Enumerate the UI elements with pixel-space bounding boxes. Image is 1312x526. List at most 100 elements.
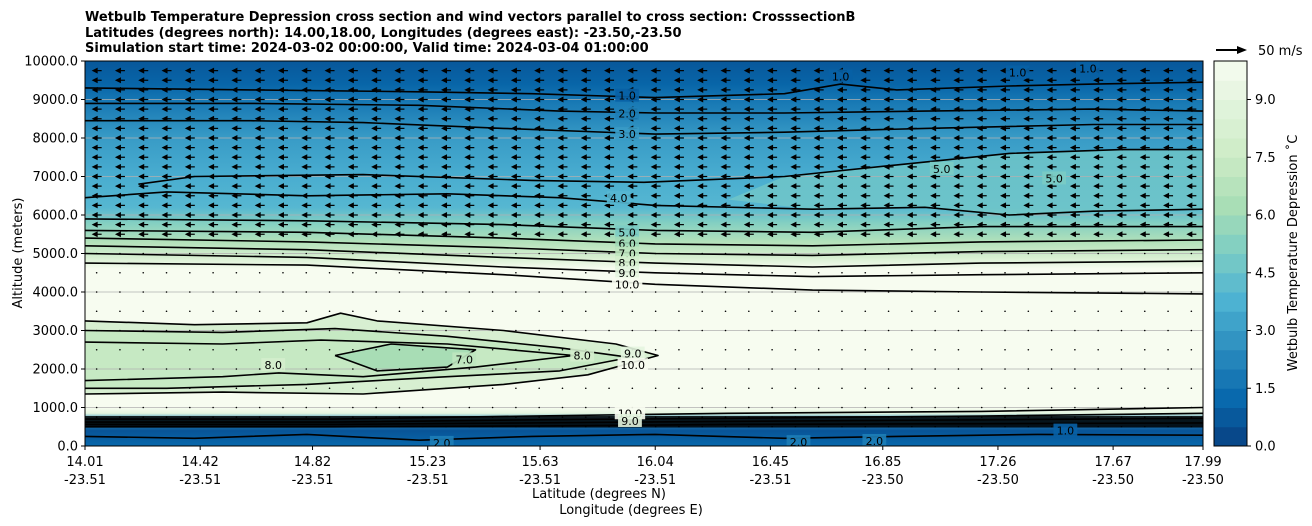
wind-arrow-calm	[864, 406, 867, 409]
wind-arrow-head	[371, 202, 378, 209]
wind-arrow-head	[91, 154, 98, 161]
wind-arrow-head	[254, 86, 261, 93]
wind-arrow-calm	[538, 348, 540, 351]
contour-label-bg	[261, 358, 286, 372]
wind-arrow-head	[883, 96, 890, 103]
wind-arrow-calm	[584, 387, 587, 390]
wind-arrow-head	[1069, 212, 1076, 218]
wind-arrow-head	[371, 77, 378, 84]
wind-arrow-head	[1116, 125, 1123, 132]
wind-arrow-calm	[817, 368, 820, 370]
wind-arrow-calm	[305, 348, 308, 351]
wind-arrow-head	[487, 202, 494, 209]
wind-arrow-head	[254, 183, 261, 190]
wind-arrow-head	[720, 221, 727, 228]
wind-arrow-head	[347, 163, 354, 170]
wind-arrow-calm	[631, 387, 634, 390]
wind-arrow-calm	[1190, 271, 1193, 274]
wind-arrow-head	[161, 96, 168, 103]
wind-arrow-calm	[584, 416, 587, 418]
wind-arrow-calm	[1097, 329, 1099, 332]
wind-arrow-head	[1023, 231, 1030, 238]
wind-arrow-calm	[538, 271, 540, 274]
wind-arrow-calm	[165, 348, 168, 351]
wind-arrow-head	[1186, 115, 1193, 122]
wind-arrow-calm	[375, 348, 377, 351]
wind-arrow-head	[277, 173, 284, 180]
wind-arrow-head	[650, 192, 657, 199]
wind-arrow-head	[813, 106, 820, 113]
wind-arrow-head	[697, 221, 704, 228]
contour-label-bg	[618, 413, 642, 427]
wind-arrow-calm	[95, 329, 98, 332]
wind-arrow-head	[930, 212, 937, 218]
wind-arrow-calm	[724, 271, 727, 274]
wind-arrow-head	[1023, 96, 1030, 103]
wind-arrow-head	[1139, 106, 1146, 113]
wind-arrow-head	[720, 183, 727, 190]
wind-arrow-head	[208, 173, 215, 180]
contour-label: 4.0	[610, 192, 628, 205]
wind-arrow-head	[1069, 77, 1076, 84]
wind-arrow-calm	[864, 425, 867, 428]
wind-arrow-head	[813, 67, 820, 74]
wind-arrow-head	[184, 115, 191, 122]
wind-arrow-calm	[398, 387, 401, 390]
wind-arrow-calm	[1074, 416, 1076, 418]
wind-arrow-head	[347, 125, 354, 132]
contour-label-bg	[611, 277, 643, 291]
wind-arrow-head	[813, 77, 820, 84]
wind-arrow-head	[976, 67, 983, 74]
wind-arrow-head	[1069, 86, 1076, 93]
wind-arrow-head	[114, 154, 121, 161]
wind-arrow-head	[347, 173, 354, 180]
wind-arrow-calm	[724, 416, 727, 418]
wind-arrow-head	[697, 106, 704, 113]
wind-arrow-calm	[1097, 387, 1099, 390]
wind-arrow-head	[976, 183, 983, 190]
wind-arrow-head	[906, 77, 913, 84]
wind-arrow-head	[1116, 115, 1123, 122]
wind-arrow-calm	[608, 406, 610, 409]
wind-arrow-head	[231, 202, 238, 209]
wind-arrow-head	[138, 135, 145, 141]
contour-label-bg	[615, 225, 640, 239]
wind-arrow-calm	[771, 425, 773, 428]
colorbar-swatch	[1214, 157, 1247, 177]
wind-arrow-head	[976, 192, 983, 199]
wind-arrow-head	[557, 135, 564, 141]
wind-arrow-calm	[1143, 425, 1146, 428]
wind-arrow-calm	[305, 406, 308, 409]
wind-arrow-head	[161, 67, 168, 74]
wind-arrow-calm	[398, 425, 401, 428]
wind-arrow-calm	[421, 368, 424, 370]
wind-arrow-head	[510, 183, 517, 190]
wind-arrow-calm	[258, 252, 261, 255]
wind-arrow-head	[953, 67, 960, 74]
wind-arrow-calm	[1074, 348, 1076, 351]
wind-arrow-head	[417, 135, 424, 141]
wind-arrow-head	[557, 221, 564, 228]
wind-arrow-head	[1046, 115, 1053, 122]
wind-arrow-head	[184, 135, 191, 141]
wind-arrow-calm	[1190, 252, 1193, 255]
wind-arrow-head	[580, 202, 587, 209]
wind-arrow-head	[1069, 221, 1076, 228]
wind-arrow-head	[1000, 86, 1007, 93]
wind-arrow-head	[510, 115, 517, 122]
wind-arrow-head	[1163, 231, 1170, 238]
x-tick-label-lat: 15.63	[521, 455, 558, 470]
wind-arrow-calm	[771, 416, 773, 418]
wind-arrow-head	[301, 96, 308, 103]
wind-arrow-calm	[817, 406, 820, 409]
wind-arrow-head	[1163, 106, 1170, 113]
wind-arrow-calm	[1027, 416, 1030, 418]
wind-arrow-head	[277, 135, 284, 141]
wind-arrow-calm	[957, 271, 960, 274]
wind-arrow-head	[347, 202, 354, 209]
wind-arrow-calm	[748, 425, 750, 428]
wind-arrow-head	[114, 86, 121, 93]
wind-arrow-calm	[398, 348, 401, 351]
wind-arrow-head	[720, 96, 727, 103]
wind-arrow-head	[930, 154, 937, 161]
